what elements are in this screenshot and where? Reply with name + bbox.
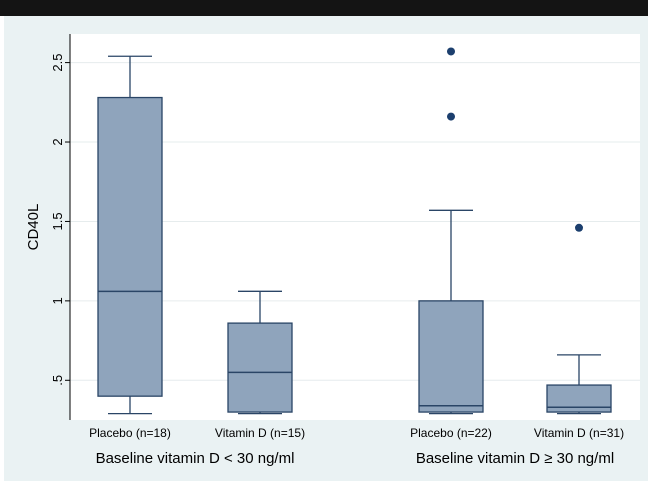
- box-1: [97, 55, 163, 415]
- y-tick-label: 1: [50, 297, 65, 304]
- box-iqr: [418, 300, 484, 413]
- box-label: Vitamin D (n=31): [534, 426, 624, 440]
- box-label: Placebo (n=18): [89, 426, 171, 440]
- outlier-point: [447, 112, 455, 121]
- plot-area: [70, 34, 640, 420]
- y-axis: .5 1 1.5 2 2.5: [50, 34, 71, 420]
- outlier-point: [575, 223, 583, 232]
- box-iqr: [227, 322, 293, 413]
- box-4: [546, 223, 612, 415]
- y-axis-label: CD40L: [25, 204, 42, 251]
- box-label: Vitamin D (n=15): [215, 426, 305, 440]
- top-bar: [0, 0, 648, 16]
- group-label: Baseline vitamin D < 30 ng/ml: [96, 450, 295, 467]
- boxes: [97, 47, 612, 415]
- box-2: [227, 290, 293, 415]
- box-iqr: [97, 96, 163, 397]
- group-label: Baseline vitamin D ≥ 30 ng/ml: [416, 450, 614, 467]
- outlier-point: [447, 47, 455, 56]
- box-label: Placebo (n=22): [410, 426, 492, 440]
- y-tick-label: .5: [50, 375, 65, 386]
- x-axis-labels: Placebo (n=18) Vitamin D (n=15) Baseline v…: [89, 426, 624, 467]
- y-tick-label: 2.5: [50, 54, 65, 72]
- box-3: [418, 47, 484, 415]
- y-tick-label: 1.5: [50, 212, 65, 230]
- grid-lines: [70, 62, 640, 381]
- y-tick-label: 2: [50, 138, 65, 145]
